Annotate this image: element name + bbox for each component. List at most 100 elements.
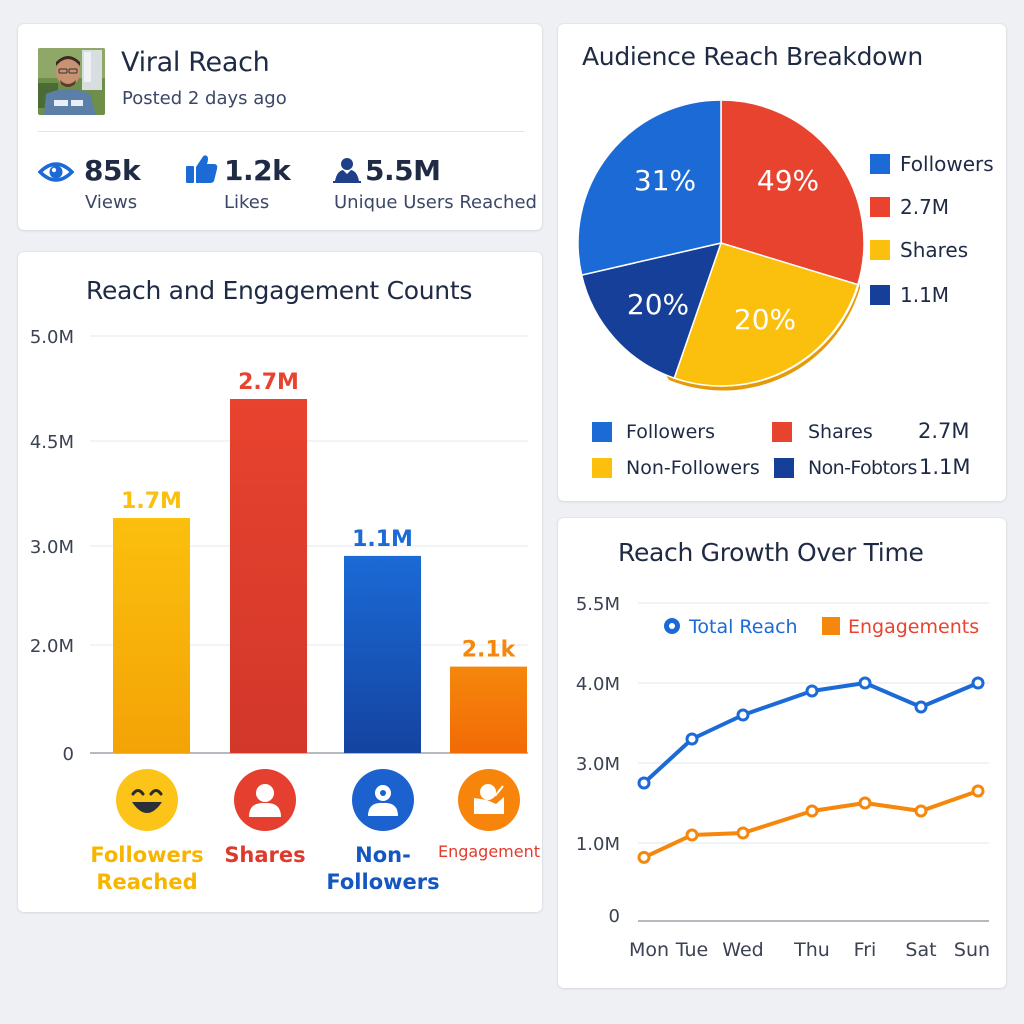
y-tick-label: 1.0M — [576, 834, 620, 855]
avatar[interactable] — [38, 48, 105, 115]
legend-item[interactable]: Followers — [592, 421, 715, 443]
icon-circle — [458, 769, 520, 831]
profile-photo-icon — [38, 48, 105, 115]
legend-label: Non-Followers — [626, 457, 760, 479]
bar-data-label: 1.7M — [121, 489, 182, 514]
legend-label: Followers — [626, 421, 715, 443]
pie-slice — [673, 242, 859, 387]
y-tick-label: 0 — [609, 906, 620, 927]
legend-value: 2.7M — [918, 419, 970, 443]
pie-chart-card: Audience Reach Breakdown 49% 20% 20% 31% Fo… — [558, 24, 1006, 501]
data-point — [971, 784, 985, 798]
icon-bulb — [480, 784, 496, 800]
legend-item[interactable]: Non-Fobtors — [774, 457, 917, 479]
y-tick-label: 5.5M — [576, 594, 620, 615]
stat-value: 85k — [84, 154, 141, 187]
legend-swatch — [772, 422, 792, 442]
legend-item[interactable]: 1.1M — [870, 283, 949, 307]
stat-value: 5.5M — [365, 154, 441, 187]
legend-item[interactable]: 2.7M — [870, 195, 949, 219]
data-point — [637, 776, 651, 790]
bar-non-followers — [344, 555, 421, 753]
legend-item[interactable]: Followers — [870, 152, 994, 176]
icon-spark — [494, 785, 504, 797]
category-label: Engagement — [438, 842, 540, 861]
pie-slice — [577, 99, 722, 276]
legend-label: 2.7M — [900, 195, 950, 219]
bar-data-label: 2.7M — [238, 370, 299, 395]
bar-shares — [230, 399, 307, 753]
user-icon — [352, 769, 414, 831]
legend-swatch — [592, 422, 612, 442]
category-label: Followers Reached — [90, 843, 203, 894]
post-summary-card: Viral Reach Posted 2 days ago 85k Views … — [18, 24, 542, 230]
data-point — [805, 684, 819, 698]
smiley-icon — [116, 769, 178, 831]
pie-chart: 49% 20% 20% 31% — [577, 99, 865, 391]
post-title: Viral Reach — [121, 47, 270, 78]
icon-mouth — [132, 802, 162, 813]
pie-chart-title: Audience Reach Breakdown — [582, 42, 923, 71]
x-tick-label: Mon — [629, 939, 669, 961]
category-label-line: Shares — [224, 843, 305, 867]
bar-chart-card: Reach and Engagement Counts 0 2.0M 3.0M 4.5… — [18, 252, 542, 912]
user-icon — [234, 769, 296, 831]
icon-body — [368, 802, 398, 816]
eye-icon — [38, 162, 74, 182]
x-tick-label: Fri — [854, 939, 877, 961]
stat-value: 1.2k — [224, 154, 291, 187]
data-point — [971, 676, 985, 690]
icon-circle — [116, 769, 178, 831]
legend-item[interactable]: Shares — [772, 421, 873, 443]
line-chart-card: Reach Growth Over Time 0 1.0M 3.0M 4.0M 5.5M… — [558, 518, 1006, 988]
data-point — [914, 804, 928, 818]
bar-data-label: 1.1M — [352, 527, 413, 552]
x-tick-label: Sat — [905, 939, 936, 961]
pie-slice — [720, 99, 865, 286]
post-timestamp: Posted 2 days ago — [122, 88, 287, 109]
category-label: Non- Followers — [326, 843, 439, 894]
y-tick-label: 3.0M — [30, 537, 74, 558]
stat-label: Views — [85, 192, 138, 213]
legend-label: Shares — [900, 238, 969, 262]
icon-eye — [380, 790, 386, 796]
legend-swatch — [870, 197, 890, 217]
legend-label: Total Reach — [688, 616, 798, 638]
line-chart: 0 1.0M 3.0M 4.0M 5.5M Mon Tue Wed Thu Fri Sat Sun To… — [576, 594, 990, 961]
stat-label: Unique Users Reached — [334, 192, 537, 213]
data-point — [914, 700, 928, 714]
x-tick-label: Tue — [675, 939, 708, 961]
legend-label: Non-Fobtors — [808, 457, 917, 479]
data-point — [685, 828, 699, 842]
pie-slice-label: 20% — [734, 303, 796, 336]
y-tick-label: 3.0M — [576, 754, 620, 775]
users-icon — [333, 158, 361, 183]
line-legend: Total Reach Engagements — [664, 616, 979, 638]
bar-chart: 0 2.0M 3.0M 4.5M 5.0M 1.7M 2.7M 1.1M 2.1k Followe… — [30, 327, 540, 894]
legend-marker-square — [822, 617, 840, 635]
data-point — [736, 708, 750, 722]
category-label-line: Engagement — [438, 842, 540, 861]
legend-item[interactable]: Shares — [870, 238, 968, 262]
bar-chart-title: Reach and Engagement Counts — [86, 276, 473, 305]
pie-slice — [580, 241, 723, 380]
data-point — [685, 732, 699, 746]
data-point — [858, 796, 872, 810]
legend-label: 1.1M — [900, 283, 950, 307]
data-point — [858, 676, 872, 690]
icon-box — [474, 797, 504, 814]
legend-swatch — [870, 154, 890, 174]
icon-head — [256, 784, 274, 802]
icon-eyes — [131, 789, 163, 796]
y-tick-label: 0 — [63, 744, 74, 765]
category-label: Shares — [224, 843, 305, 867]
engagement-icon — [458, 769, 520, 831]
legend-item[interactable]: Non-Followers — [592, 457, 760, 479]
category-label-line: Non- — [355, 843, 411, 867]
category-label-line: Reached — [96, 870, 197, 894]
legend-label: Shares — [808, 421, 873, 443]
pie-slice-label: 31% — [634, 164, 696, 197]
series-line-engagements — [643, 789, 979, 860]
category-label-line: Followers — [326, 870, 439, 894]
x-tick-label: Sun — [954, 939, 990, 961]
